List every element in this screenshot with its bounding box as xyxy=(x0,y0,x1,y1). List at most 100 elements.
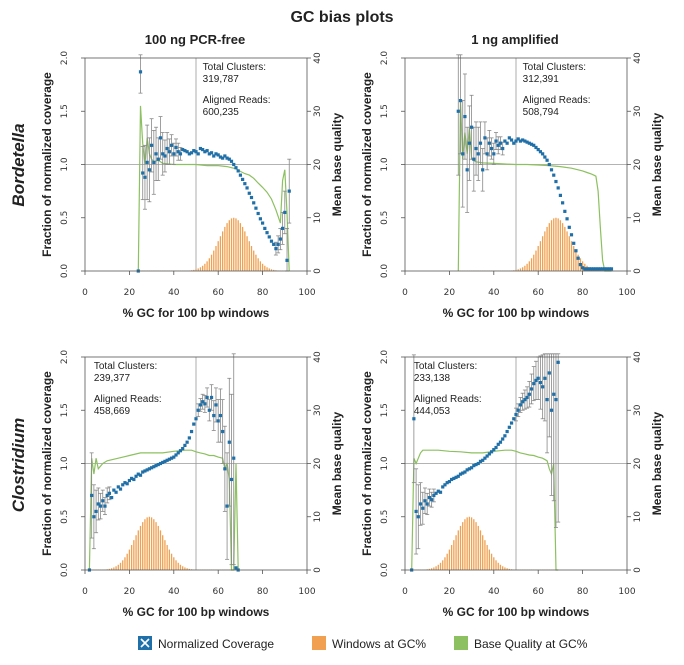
coverage-point xyxy=(143,469,147,473)
y-tick-label: 1.5 xyxy=(60,403,70,417)
coverage-point xyxy=(523,139,527,143)
coverage-point xyxy=(545,398,549,402)
coverage-point xyxy=(534,145,538,150)
coverage-point xyxy=(438,490,443,494)
boxed-x-marker-cross xyxy=(140,638,150,648)
coverage-point xyxy=(214,152,218,156)
x-tick-label: 60 xyxy=(532,288,544,298)
coverage-point xyxy=(185,150,189,154)
coverage-point xyxy=(150,143,154,147)
y2-tick-label: 40 xyxy=(633,351,643,363)
coverage-point xyxy=(472,157,476,161)
x-tick-label: 20 xyxy=(124,587,136,597)
coverage-point xyxy=(105,493,109,498)
coverage-point xyxy=(121,483,125,487)
coverage-point xyxy=(176,150,180,154)
coverage-point xyxy=(516,137,520,141)
coverage-point xyxy=(223,467,227,471)
coverage-point xyxy=(198,403,203,407)
coverage-point xyxy=(169,456,174,460)
figure-title: GC bias plots xyxy=(290,9,393,26)
coverage-point xyxy=(194,417,198,421)
coverage-point xyxy=(494,445,498,450)
coverage-point xyxy=(507,425,511,429)
y-tick-label: 0.5 xyxy=(380,510,390,524)
y-tick-label: 1.0 xyxy=(380,157,390,172)
coverage-point xyxy=(600,267,605,271)
coverage-point xyxy=(172,455,176,459)
coverage-point xyxy=(565,217,569,221)
coverage-series xyxy=(456,54,614,271)
y-tick-label: 0.5 xyxy=(60,211,70,225)
coverage-point xyxy=(241,177,245,182)
coverage-point xyxy=(525,140,529,144)
coverage-point xyxy=(185,440,189,444)
coverage-point xyxy=(203,402,207,406)
y-tick-label: 1.5 xyxy=(380,403,390,417)
coverage-point xyxy=(221,156,225,160)
y2-tick-label: 20 xyxy=(633,159,643,171)
coverage-point xyxy=(178,152,183,156)
aligned-reads-label: Aligned Reads: xyxy=(94,394,162,405)
coverage-point xyxy=(416,515,420,519)
coverage-point xyxy=(532,382,536,386)
coverage-point xyxy=(234,166,238,170)
coverage-point xyxy=(176,451,180,455)
coverage-point xyxy=(254,206,258,210)
x-axis-label: % GC for 100 bp windows xyxy=(443,605,590,619)
coverage-point xyxy=(167,150,171,154)
x-tick-label: 100 xyxy=(298,587,315,597)
total-clusters-value: 312,391 xyxy=(523,74,560,85)
coverage-point xyxy=(216,419,220,423)
y-axis-label-left: Fraction of normalized coverage xyxy=(40,371,54,556)
legend-label-quality: Base Quality at GC% xyxy=(474,637,588,651)
coverage-point xyxy=(450,477,454,482)
coverage-point xyxy=(507,136,511,140)
coverage-point xyxy=(114,490,118,494)
y2-tick-label: 0 xyxy=(633,567,643,573)
coverage-point xyxy=(90,493,94,498)
coverage-point xyxy=(218,413,223,418)
x-tick-label: 0 xyxy=(82,288,88,298)
coverage-point xyxy=(178,449,183,453)
y-tick-label: 2.0 xyxy=(60,350,70,365)
coverage-point xyxy=(470,125,474,129)
coverage-point xyxy=(461,471,465,475)
coverage-point xyxy=(205,395,209,400)
windows-bars xyxy=(91,516,237,570)
coverage-point xyxy=(518,403,523,407)
coverage-point xyxy=(145,160,149,164)
legend-item-coverage: Normalized Coverage xyxy=(138,636,274,651)
x-tick-label: 20 xyxy=(444,587,456,597)
orange-square-icon xyxy=(312,636,326,650)
coverage-point xyxy=(138,70,143,74)
coverage-point xyxy=(112,488,116,492)
coverage-point xyxy=(458,472,463,476)
y-axis-label-right: Mean base quality xyxy=(650,112,664,216)
y-tick-label: 0.5 xyxy=(380,211,390,225)
coverage-point xyxy=(578,263,582,267)
panel-bordetella-pcrfree: 0 20 40 60 80 100 0.0 0.5 1.0 1.5 2.0 0 10 20 30 40 % GC… xyxy=(40,51,344,320)
coverage-point xyxy=(280,226,285,230)
coverage-point xyxy=(261,221,265,225)
coverage-point xyxy=(549,168,554,172)
coverage-point xyxy=(487,452,491,456)
total-clusters-label: Total Clusters: xyxy=(203,62,266,73)
x-tick-label: 20 xyxy=(444,288,456,298)
coverage-point xyxy=(225,504,229,508)
coverage-point xyxy=(154,152,158,156)
coverage-point xyxy=(589,267,594,271)
coverage-point xyxy=(209,395,214,400)
x-tick-label: 80 xyxy=(577,587,589,597)
coverage-point xyxy=(512,417,516,421)
coverage-point xyxy=(487,141,491,145)
aligned-reads-value: 600,235 xyxy=(203,107,240,118)
coverage-point xyxy=(558,193,562,197)
coverage-point xyxy=(278,237,282,241)
coverage-point xyxy=(412,417,416,421)
aligned-reads-label: Aligned Reads: xyxy=(414,394,482,405)
coverage-point xyxy=(456,109,460,113)
coverage-point xyxy=(525,395,529,400)
y-axis-label-right: Mean base quality xyxy=(330,112,344,216)
x-tick-label: 40 xyxy=(488,288,500,298)
